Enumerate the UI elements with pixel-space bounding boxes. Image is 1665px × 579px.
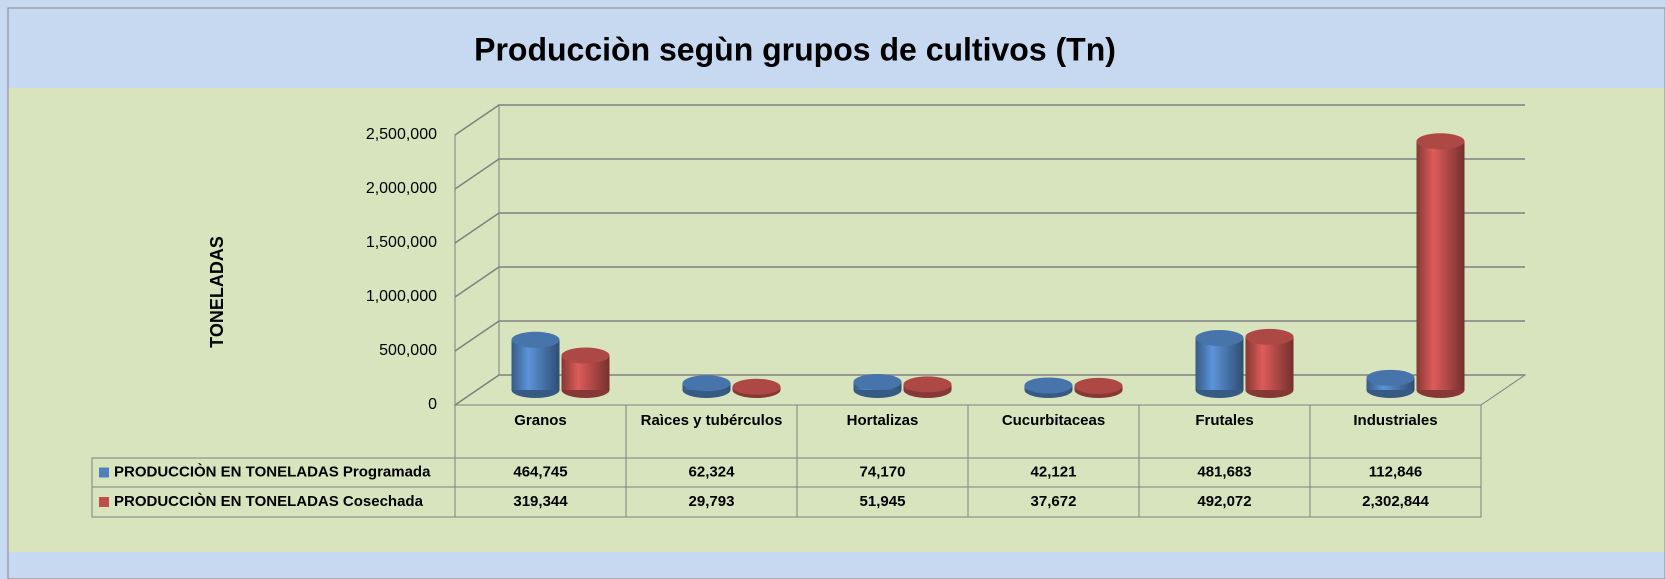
grid-line: [454, 266, 1525, 298]
legend-swatch: [99, 467, 109, 478]
y-tick-label: 2,500,000: [366, 126, 437, 143]
grid-line: [454, 212, 1525, 244]
chart-title: Producciòn segùn grupos de cultivos (Tn): [474, 31, 1116, 67]
category-label: Cucurbitaceas: [1002, 412, 1105, 429]
bar-top: [1024, 377, 1073, 394]
category-label: Raìces y tubérculos: [641, 412, 783, 429]
bar-top: [561, 347, 610, 364]
table-value: 74,170: [860, 463, 906, 480]
bar-top: [732, 378, 781, 395]
frame: [7, 7, 1665, 579]
table-value: 51,945: [860, 493, 906, 510]
bar: [511, 339, 560, 390]
bar: [1195, 337, 1244, 390]
y-tick-label: 2,000,000: [366, 180, 437, 197]
y-tick-label: 1,500,000: [366, 234, 437, 251]
table-value: 464,745: [513, 463, 567, 480]
y-tick-label: 0: [428, 396, 437, 413]
legend-label: PRODUCCIÒN EN TONELADAS Programada: [114, 462, 431, 480]
bar-top: [1074, 377, 1123, 394]
bar: [1245, 336, 1294, 390]
table-value: 62,324: [689, 463, 736, 480]
y-tick-label: 500,000: [379, 342, 437, 359]
plot-background: [8, 88, 1665, 552]
bar: [1416, 141, 1465, 390]
y-axis-label: TONELADAS: [207, 236, 227, 348]
grid-line: [454, 104, 1525, 136]
table-value: 37,672: [1031, 493, 1077, 510]
category-label: Frutales: [1195, 412, 1253, 429]
legend-label: PRODUCCIÒN EN TONELADAS Cosechada: [114, 492, 424, 510]
legend-swatch: [99, 497, 109, 507]
y-tick-label: 1,000,000: [366, 288, 437, 305]
bar-top: [903, 376, 952, 393]
category-label: Granos: [514, 412, 567, 429]
category-label: Industriales: [1353, 412, 1437, 429]
grid-line: [454, 320, 1525, 352]
bar-top: [1416, 133, 1465, 150]
table-value: 2,302,844: [1362, 493, 1429, 510]
bar-top: [1245, 328, 1294, 345]
bar-top: [511, 331, 560, 348]
table-value: 319,344: [513, 493, 568, 510]
table-value: 112,846: [1369, 463, 1422, 480]
grid-line: [454, 158, 1525, 190]
bar-top: [1366, 369, 1415, 386]
bar-top: [682, 375, 731, 392]
grid-line: [454, 374, 1525, 406]
table-value: 492,072: [1197, 493, 1251, 510]
table-value: 481,683: [1197, 463, 1251, 480]
category-label: Hortalizas: [847, 412, 919, 429]
bar-top: [1195, 329, 1244, 346]
table-value: 42,121: [1031, 463, 1077, 480]
table-value: 29,793: [689, 493, 735, 510]
bar-top: [853, 373, 902, 390]
